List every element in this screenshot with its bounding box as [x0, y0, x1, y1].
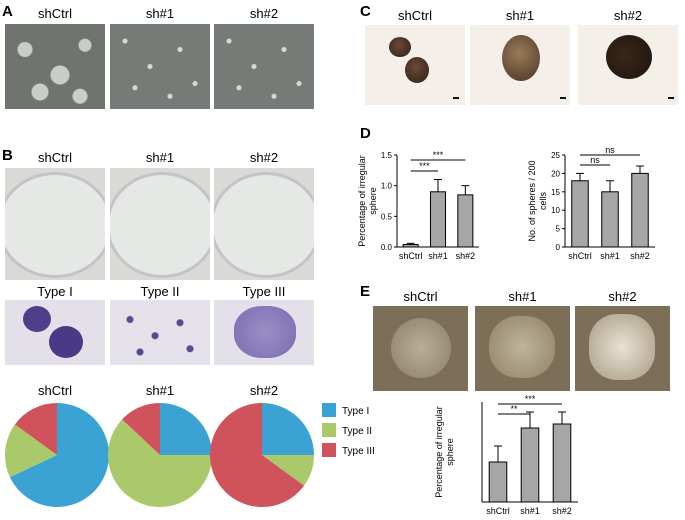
- c-label-sh2: sh#2: [613, 8, 643, 23]
- chartD2-ytick-label: 10: [551, 206, 560, 215]
- b-plate-sh2: [214, 168, 314, 280]
- chartD2-ytick-label: 25: [551, 151, 560, 160]
- chartD1-ytick-label: 0.0: [381, 243, 393, 252]
- panel-label-e: E: [360, 283, 371, 300]
- legend-swatch-2: [322, 423, 336, 437]
- pie-slice-shctrl-typei: [9, 403, 110, 507]
- chartD1-ytick-label: 1.0: [381, 182, 393, 191]
- chartD2-xtick-label-0: shCtrl: [568, 251, 592, 261]
- legend-swatch-1: [322, 403, 336, 417]
- legend-label-3: Type III: [342, 446, 375, 457]
- chartE-sig-0: **: [510, 404, 518, 414]
- b-image-type2: [110, 300, 210, 365]
- b-label-sh2: sh#2: [249, 150, 279, 165]
- chartE-bar-1: [520, 427, 540, 503]
- pie-slice-sh2-typei: [262, 403, 314, 455]
- panel-label-c: C: [360, 3, 371, 20]
- b-pie-label-shctrl: shCtrl: [38, 383, 72, 398]
- chartE-ylabel: Percentage of irregular: [434, 406, 444, 498]
- chartE-bar-2: [552, 423, 572, 503]
- chartD2-bar-2: [631, 172, 649, 248]
- pie-slice-sh2-typeii: [262, 455, 314, 486]
- b-label-type2: Type II: [140, 284, 180, 299]
- c-image-sh2: [578, 25, 678, 105]
- b-image-type3: [214, 300, 314, 365]
- c-label-shctrl: shCtrl: [398, 8, 432, 23]
- chartD1-ylabel: Percentage of irregular: [357, 155, 367, 247]
- chartD2-ytick-label: 5: [556, 225, 561, 234]
- chartD1-ytick-label: 1.5: [381, 151, 393, 160]
- b-label-type3: Type III: [242, 284, 286, 299]
- pie-slice-sh2-typeiii: [210, 403, 305, 507]
- chartD2-sig-1: ns: [605, 145, 615, 155]
- chartE-bar-0: [488, 461, 508, 503]
- b-image-type1: [5, 300, 105, 365]
- e-image-shctrl: [373, 306, 468, 391]
- chartD1-ytick-label: 0.5: [381, 212, 393, 221]
- chartD2-xtick-label-2: sh#2: [630, 251, 650, 261]
- pie-slice-sh1-typei: [160, 403, 212, 455]
- c-image-shctrl: [365, 25, 465, 105]
- pie-slice-sh1-typeii: [108, 419, 213, 507]
- chartD1-ylabel: sphere: [368, 187, 378, 215]
- pie-slice-shctrl-typeiii: [14, 403, 58, 455]
- panel-label-b: B: [2, 147, 13, 164]
- b-plate-shctrl: [5, 168, 105, 280]
- chartD2-ylabel: No. of spheres / 200: [527, 160, 537, 241]
- b-label-type1: Type I: [37, 284, 73, 299]
- e-label-shctrl: shCtrl: [403, 289, 438, 304]
- e-image-sh2: [575, 306, 670, 391]
- chartD2-ytick-label: 15: [551, 188, 560, 197]
- a-label-sh1: sh#1: [145, 6, 175, 21]
- c-label-sh1: sh#1: [505, 8, 535, 23]
- b-pie-label-sh1: sh#1: [145, 383, 175, 398]
- chartD1-xtick-label-1: sh#1: [428, 251, 448, 261]
- chartE-ylabel: sphere: [445, 438, 455, 466]
- b-plate-sh1: [110, 168, 210, 280]
- a-label-sh2: sh#2: [249, 6, 279, 21]
- b-pie-label-sh2: sh#2: [249, 383, 279, 398]
- chartD1-bar-0: [402, 244, 419, 248]
- a-image-sh2: [214, 24, 314, 109]
- b-label-sh1: sh#1: [145, 150, 175, 165]
- chartD2-ylabel: cells: [538, 192, 548, 211]
- panel-label-d: D: [360, 125, 371, 142]
- chartD1-xtick-label-0: shCtrl: [399, 251, 423, 261]
- chartE-xtick-label-0: shCtrl: [486, 506, 510, 516]
- e-label-sh1: sh#1: [508, 289, 537, 304]
- chartD2-ytick-label: 0: [556, 243, 561, 252]
- chartE-xtick-label-2: sh#2: [552, 506, 572, 516]
- legend-label-1: Type I: [342, 406, 369, 417]
- chartD1-xtick-label-2: sh#2: [456, 251, 476, 261]
- a-image-shctrl: [5, 24, 105, 109]
- legend-swatch-3: [322, 443, 336, 457]
- chartD1-sig-1: ***: [433, 150, 444, 160]
- panel-label-a: A: [2, 3, 13, 20]
- c-image-sh1: [470, 25, 570, 105]
- d-bar-charts: 0.0 0.5 1.0 1.5 Percentage of irregular spher…: [357, 145, 655, 261]
- chartD1-bar-2: [457, 194, 474, 248]
- chartD2-ytick-label: 20: [551, 169, 560, 178]
- a-image-sh1: [110, 24, 210, 109]
- b-pie-charts: Type I Type II Type III: [5, 403, 375, 507]
- legend-label-2: Type II: [342, 426, 372, 437]
- chartD2-bar-1: [601, 191, 619, 248]
- chartD1-sig-0: ***: [419, 161, 430, 171]
- pie-slice-sh1-typeiii: [122, 403, 160, 455]
- chartD2-sig-0: ns: [590, 155, 600, 165]
- chartE-xtick-label-1: sh#1: [520, 506, 540, 516]
- chartD2-xtick-label-1: sh#1: [600, 251, 620, 261]
- e-bar-chart: Percentage of irregular sphere shCtrl sh#1 s…: [434, 394, 578, 516]
- chartD2-bar-0: [571, 180, 589, 248]
- pie-slice-shctrl-typeii: [5, 424, 58, 478]
- a-label-shctrl: shCtrl: [38, 6, 72, 21]
- b-label-shctrl: shCtrl: [38, 150, 72, 165]
- e-label-sh2: sh#2: [608, 289, 637, 304]
- e-image-sh1: [475, 306, 570, 391]
- chartE-sig-1: ***: [525, 394, 536, 404]
- chartD1-bar-1: [429, 191, 447, 248]
